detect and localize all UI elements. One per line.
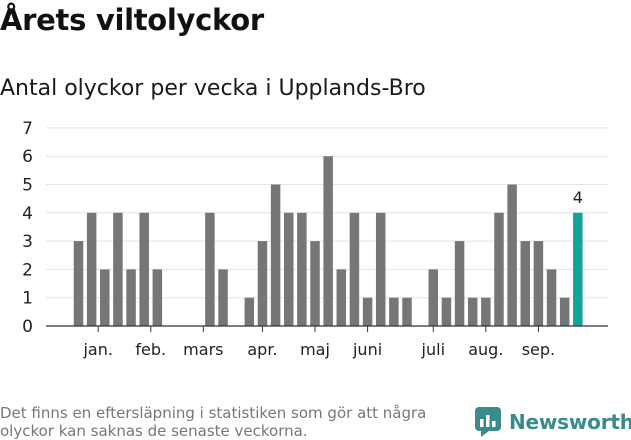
bar bbox=[389, 297, 399, 326]
bar bbox=[467, 297, 478, 326]
bar bbox=[349, 212, 360, 326]
x-tick-label: apr. bbox=[247, 340, 277, 359]
bar bbox=[244, 297, 255, 326]
bar bbox=[336, 269, 347, 326]
chart-subtitle: Antal olyckor per vecka i Upplands-Bro bbox=[0, 76, 426, 101]
x-tick-label: sep. bbox=[522, 340, 555, 359]
bar bbox=[139, 212, 149, 326]
x-tick-label: feb. bbox=[135, 340, 166, 359]
y-tick-label: 1 bbox=[22, 289, 33, 309]
bar bbox=[533, 241, 544, 326]
y-tick-label: 2 bbox=[22, 260, 33, 280]
y-tick-label: 5 bbox=[22, 176, 33, 196]
footnote: Det finns en eftersläpning i statistiken… bbox=[0, 404, 427, 440]
bar bbox=[323, 156, 333, 326]
bar-chart: 0 1 2 3 4 5 6 7 4 jan. feb. mars apr. maj juni juli aug.… bbox=[22, 119, 608, 359]
bar-highlight bbox=[573, 212, 583, 326]
bar bbox=[507, 184, 517, 326]
y-tick-label: 7 bbox=[22, 119, 33, 139]
bar bbox=[520, 241, 531, 326]
bar bbox=[559, 297, 570, 326]
y-tick-label: 3 bbox=[22, 232, 33, 252]
x-tick-label: maj bbox=[300, 340, 330, 359]
bar bbox=[126, 269, 136, 326]
x-tick-label: mars bbox=[183, 340, 223, 359]
brand[interactable]: Newsworthy bbox=[475, 407, 631, 437]
bar bbox=[454, 241, 465, 326]
bar-data-label: 4 bbox=[573, 188, 583, 207]
brand-name: Newsworthy bbox=[509, 410, 631, 434]
bar bbox=[546, 269, 557, 326]
bar bbox=[441, 297, 452, 326]
page-title: Årets viltolyckor bbox=[0, 3, 264, 37]
bar bbox=[428, 269, 439, 326]
bar bbox=[402, 297, 412, 326]
x-tick-label: juni bbox=[352, 340, 382, 359]
bar bbox=[375, 212, 386, 326]
bar bbox=[152, 269, 163, 326]
bar bbox=[86, 212, 97, 326]
bar bbox=[283, 212, 294, 326]
bar bbox=[218, 269, 228, 326]
x-tick-label: jan. bbox=[82, 340, 112, 359]
bar bbox=[100, 269, 110, 326]
bar bbox=[257, 241, 268, 326]
bar bbox=[310, 241, 320, 326]
bar bbox=[270, 184, 281, 326]
x-tick-label: juli bbox=[421, 340, 445, 359]
y-tick-label: 6 bbox=[22, 147, 33, 167]
bar bbox=[205, 212, 215, 326]
x-tick-label: aug. bbox=[468, 340, 503, 359]
bar bbox=[481, 297, 491, 326]
newsworthy-logo-icon bbox=[475, 407, 501, 437]
bar bbox=[73, 241, 84, 326]
bar bbox=[297, 212, 307, 326]
y-tick-label: 4 bbox=[22, 204, 33, 224]
bar bbox=[113, 212, 123, 326]
bar bbox=[494, 212, 504, 326]
y-tick-label: 0 bbox=[22, 317, 33, 337]
bar bbox=[362, 297, 373, 326]
